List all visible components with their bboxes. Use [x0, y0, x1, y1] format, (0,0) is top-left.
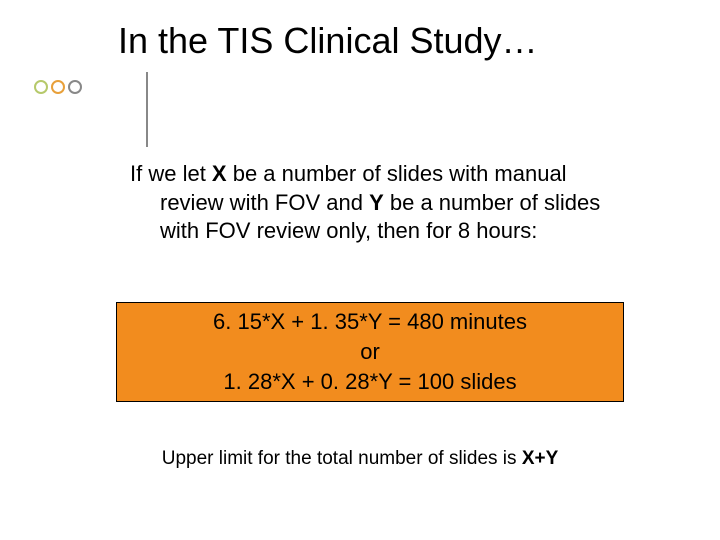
equation-box: 6. 15*X + 1. 35*Y = 480 minutes or 1. 28…	[116, 302, 624, 402]
footer-text: Upper limit for the total number of slid…	[162, 448, 522, 469]
equation-line-2: 1. 28*X + 0. 28*Y = 100 slides	[223, 367, 516, 397]
footer-note: Upper limit for the total number of slid…	[0, 448, 720, 470]
page-title: In the TIS Clinical Study…	[118, 20, 538, 62]
body-text: If we let	[130, 161, 212, 186]
body-paragraph: If we let X be a number of slides with m…	[130, 160, 610, 246]
equation-line-1: 6. 15*X + 1. 35*Y = 480 minutes	[213, 307, 527, 337]
equation-or: or	[360, 337, 380, 367]
slide: In the TIS Clinical Study… If we let X b…	[0, 0, 720, 540]
var-x: X	[212, 161, 227, 186]
bullet-circle-icon	[68, 80, 82, 94]
bullet-decor	[34, 80, 82, 94]
var-y: Y	[369, 190, 384, 215]
tick-line-icon	[146, 72, 148, 147]
bullet-circle-icon	[51, 80, 65, 94]
footer-expr: X+Y	[522, 448, 558, 469]
bullet-circle-icon	[34, 80, 48, 94]
